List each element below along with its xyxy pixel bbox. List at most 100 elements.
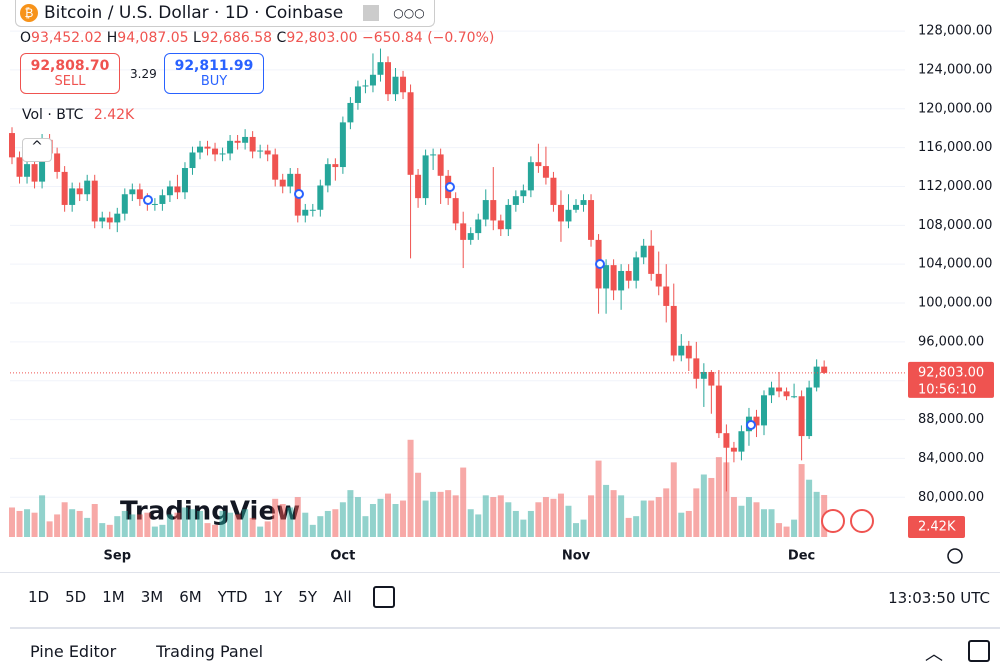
volume-bar	[227, 512, 234, 537]
volume-bar	[490, 497, 497, 537]
symbol-header[interactable]: ₿ Bitcoin / U.S. Dollar · 1D · Coinbase …	[15, 0, 435, 27]
volume-bar	[46, 521, 53, 537]
candle-body	[625, 270, 632, 281]
more-icon[interactable]: ○○○	[393, 6, 425, 20]
volume-label: 2.42K	[918, 520, 956, 535]
chart: TradingView 80,000.0084,000.0088,000.009…	[9, 23, 994, 564]
volume-bar	[76, 510, 83, 537]
candle-body	[257, 150, 264, 152]
volume-bar	[783, 526, 790, 537]
volume-bar	[9, 507, 15, 537]
volume-bar	[693, 488, 700, 537]
clock: 13:03:50 UTC	[888, 589, 990, 607]
candle-body	[618, 270, 625, 291]
volume-bar	[24, 509, 31, 537]
candle-body	[16, 157, 23, 177]
close-key: C	[276, 30, 287, 46]
volume-bar	[715, 457, 722, 537]
volume-bar	[129, 514, 136, 537]
volume-bar	[114, 516, 121, 537]
candle-body	[347, 102, 354, 123]
volume-bar	[798, 464, 805, 537]
volume-bar	[369, 504, 376, 537]
collapse-button[interactable]: ^	[22, 138, 52, 162]
candle-body	[84, 180, 91, 195]
range-button[interactable]: YTD	[217, 588, 248, 606]
volume-bar	[69, 509, 76, 537]
volume-bar	[257, 526, 264, 537]
y-tick-label: 116,000.00	[918, 140, 992, 155]
candle-body	[31, 164, 38, 182]
event-marker	[746, 420, 756, 430]
volume-bar	[249, 517, 256, 537]
volume-bar	[234, 514, 241, 537]
candle-body	[738, 431, 745, 452]
candle-body	[24, 164, 31, 177]
volume-bar	[776, 523, 783, 537]
range-button[interactable]: All	[333, 588, 352, 606]
open-key: O	[20, 30, 32, 46]
volume-bar	[482, 495, 489, 537]
volume-bar	[565, 505, 572, 537]
candle-body	[227, 140, 234, 154]
volume-bar	[535, 502, 542, 537]
sell-button[interactable]: 92,808.70 SELL	[20, 53, 120, 94]
range-button[interactable]: 5Y	[298, 588, 318, 606]
volume-bar	[625, 517, 632, 537]
candle-body	[212, 148, 219, 155]
panel-tab[interactable]: Trading Panel	[156, 642, 264, 661]
range-button[interactable]: 1D	[28, 588, 50, 606]
candle-body	[369, 74, 376, 86]
volume-bar	[61, 502, 68, 537]
candle-body	[783, 391, 790, 397]
candle-body	[776, 387, 783, 392]
sell-price: 92,808.70	[30, 58, 110, 74]
volume-bar	[460, 467, 467, 537]
candle-body	[332, 164, 339, 168]
range-button[interactable]: 3M	[140, 588, 164, 606]
candle-body	[121, 194, 128, 214]
candle-body	[302, 209, 309, 216]
x-tick-label: Dec	[788, 549, 815, 564]
volume-bar	[497, 495, 504, 537]
volume-bar	[272, 498, 279, 537]
buy-button[interactable]: 92,811.99 BUY	[164, 53, 264, 94]
ohlc-legend: O93,452.02 H94,087.05 L92,686.58 C92,803…	[20, 30, 494, 46]
candle-body	[242, 136, 249, 143]
last-price-label: 92,803.00	[918, 365, 984, 380]
volume-bar	[99, 523, 106, 537]
candle-body	[700, 371, 707, 379]
volume-bar	[264, 521, 271, 537]
range-button[interactable]: 5D	[65, 588, 87, 606]
y-tick-label: 104,000.00	[918, 257, 992, 272]
y-tick-label: 120,000.00	[918, 101, 992, 116]
volume-bar	[151, 526, 158, 537]
range-button[interactable]: 1M	[102, 588, 125, 606]
volume-value: 2.42K	[93, 107, 135, 123]
range-button[interactable]: 1Y	[263, 588, 283, 606]
range-button[interactable]: 6M	[179, 588, 202, 606]
date-range-icon[interactable]	[373, 586, 395, 608]
candle-body	[287, 173, 294, 187]
candle-body	[189, 152, 196, 169]
maximize-icon[interactable]	[968, 640, 990, 662]
flag-icon[interactable]	[363, 5, 380, 21]
volume-bar	[573, 523, 579, 537]
bottom-tabs: Pine Editor Trading Panel	[30, 642, 263, 661]
volume-bar	[339, 502, 346, 537]
candle-body	[655, 273, 662, 287]
candle-body	[497, 220, 504, 230]
settings-icon	[947, 548, 963, 564]
candle-body	[197, 146, 203, 153]
buy-price: 92,811.99	[174, 58, 254, 74]
collapse-panel-icon[interactable]: ︿	[925, 644, 943, 665]
volume-bar	[197, 510, 203, 537]
panel-tab[interactable]: Pine Editor	[30, 642, 117, 661]
candle-body	[317, 185, 324, 210]
volume-bar	[550, 498, 557, 537]
volume-bar	[678, 512, 685, 537]
event-marker	[294, 189, 304, 199]
candle-body	[821, 366, 828, 373]
candle-body	[475, 219, 482, 234]
candle-body	[136, 189, 143, 200]
